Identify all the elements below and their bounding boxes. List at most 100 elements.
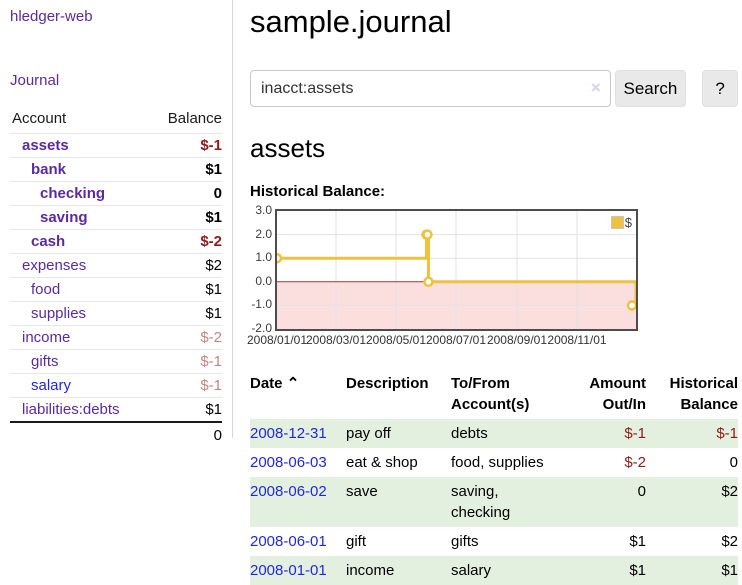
register-cell-description: pay off	[346, 425, 391, 442]
account-row: bank $1	[10, 157, 222, 182]
account-row: saving $1	[10, 205, 222, 230]
register-cell-date: 2008-06-01	[250, 527, 346, 556]
account-row: checking 0	[10, 181, 222, 206]
account-link-gifts[interactable]: gifts	[31, 353, 59, 370]
account-link-expenses[interactable]: expenses	[22, 257, 87, 274]
register-cell-date: 2008-12-31	[250, 419, 346, 448]
register-cell-description: income	[346, 562, 395, 579]
page-title: sample.journal	[250, 4, 452, 39]
register-cell-balance: $2	[721, 533, 738, 550]
account-balance: $1	[205, 401, 222, 418]
register-cell-accounts: debts	[451, 425, 488, 442]
account-balance: $2	[205, 257, 222, 274]
register-cell-description: eat & shop	[346, 454, 418, 471]
x-tick-label: 2008/11/01	[547, 333, 607, 347]
transaction-date-link[interactable]: 2008-06-03	[250, 454, 327, 471]
register-cell-amount: $1	[629, 562, 646, 579]
register-cell-amount: $1	[629, 533, 646, 550]
main-content: sample.journal × Search ? assets Histori…	[247, 0, 738, 585]
register-cell-accounts: saving, checking	[451, 483, 511, 521]
account-row: income $-2	[10, 325, 222, 350]
account-row: food $1	[10, 277, 222, 302]
register-cell-balance: 0	[729, 454, 738, 471]
register-cell-amount: $-2	[624, 454, 646, 471]
register-cell-accounts: gifts	[451, 533, 479, 550]
chart-legend: $	[610, 215, 632, 230]
account-balance: $1	[205, 281, 222, 298]
account-heading: assets	[250, 133, 326, 163]
sort-ascending-icon: ⌃	[286, 375, 300, 392]
transaction-date-link[interactable]: 2008-12-31	[250, 425, 327, 442]
accounts-header-balance: Balance	[167, 110, 222, 127]
clear-search-icon[interactable]: ×	[590, 78, 601, 97]
account-balance: $-2	[200, 233, 222, 250]
register-header-description: Description	[346, 375, 429, 392]
register-cell-amount: $-1	[624, 425, 646, 442]
register-cell-date: 2008-06-03	[250, 448, 346, 477]
register-row: 2008-06-02 save saving, checking 0 $2	[250, 477, 738, 527]
account-balance: $1	[205, 209, 222, 226]
account-link-salary[interactable]: salary	[31, 377, 72, 394]
register-cell-description: save	[346, 483, 378, 500]
help-button[interactable]: ?	[702, 70, 738, 107]
sidebar-item-journal[interactable]: Journal	[10, 72, 60, 89]
legend-swatch-icon	[610, 216, 624, 229]
account-row: gifts $-1	[10, 349, 222, 374]
sidebar: hledger-web Journal Account Balance asse…	[0, 0, 233, 448]
account-link-supplies[interactable]: supplies	[31, 305, 87, 322]
search-button[interactable]: Search	[614, 70, 687, 107]
y-tick-label: 1.0	[255, 250, 272, 265]
account-row: assets $-1	[10, 133, 222, 158]
account-link-bank[interactable]: bank	[31, 161, 67, 178]
search-form: × Search ?	[250, 70, 738, 107]
register-cell-balance: $-1	[716, 425, 738, 442]
app-title-link[interactable]: hledger-web	[10, 8, 93, 25]
y-tick-label: 0.0	[255, 273, 272, 288]
account-balance: $-1	[200, 137, 222, 154]
account-row: liabilities:debts $1	[10, 397, 222, 423]
transaction-date-link[interactable]: 2008-06-02	[250, 483, 327, 500]
register-row: 2008-12-31 pay off debts $-1 $-1	[250, 419, 738, 448]
transaction-date-link[interactable]: 2008-06-01	[250, 533, 327, 550]
account-balance: $1	[205, 305, 222, 322]
account-link-income[interactable]: income	[22, 329, 71, 346]
accounts-table: Account Balance assets $-1 bank $1 checking 0…	[10, 108, 222, 448]
x-tick-label: 2008/07/01	[425, 333, 487, 347]
account-balance: 0	[213, 185, 222, 202]
accounts-total-row: 0	[10, 421, 222, 448]
accounts-total-spacer	[10, 421, 151, 448]
register-table: Date ⌃ Description To/From Account(s) Am…	[250, 371, 738, 585]
search-input[interactable]	[251, 79, 610, 98]
balance-chart: 3.0 2.0 1.0 0.0 -1.0 -2.0 $ 2008/01/01 2008/03…	[247, 203, 738, 349]
account-row: salary $-1	[10, 373, 222, 398]
register-header-balance: Historical Balance	[669, 375, 738, 413]
account-balance: $-1	[200, 353, 222, 370]
x-tick-label: 2008/03/01	[305, 333, 367, 347]
register-header-accounts: To/From Account(s)	[451, 375, 530, 413]
account-link-cash[interactable]: cash	[31, 233, 66, 250]
y-tick-label: 2.0	[255, 226, 272, 241]
chart-title: Historical Balance:	[250, 183, 386, 200]
account-link-food[interactable]: food	[31, 281, 61, 298]
account-link-liabilities-debts[interactable]: liabilities:debts	[22, 401, 120, 418]
account-balance: $-2	[200, 329, 222, 346]
register-cell-description: gift	[346, 533, 367, 550]
search-input-wrap: ×	[250, 70, 611, 107]
accounts-total-value: 0	[150, 421, 222, 448]
register-header-date[interactable]: Date ⌃	[250, 375, 300, 392]
account-link-checking[interactable]: checking	[40, 185, 106, 202]
register-cell-amount: 0	[637, 483, 646, 500]
accounts-header-account: Account	[12, 110, 67, 127]
x-tick-label: 2008/09/01	[486, 333, 548, 347]
account-link-saving[interactable]: saving	[40, 209, 88, 226]
legend-label: $	[624, 215, 632, 230]
register-row: 2008-06-03 eat & shop food, supplies $-2 0	[250, 448, 738, 477]
transaction-date-link[interactable]: 2008-01-01	[250, 562, 327, 579]
register-row: 2008-01-01 income salary $1 $1	[250, 556, 738, 585]
register-cell-balance: $2	[721, 483, 738, 500]
register-row: 2008-06-01 gift gifts $1 $2	[250, 527, 738, 556]
register-cell-accounts: salary	[451, 562, 492, 579]
y-tick-label: -2.0	[251, 321, 272, 335]
account-link-assets[interactable]: assets	[22, 137, 69, 154]
register-cell-date: 2008-06-02	[250, 477, 346, 527]
